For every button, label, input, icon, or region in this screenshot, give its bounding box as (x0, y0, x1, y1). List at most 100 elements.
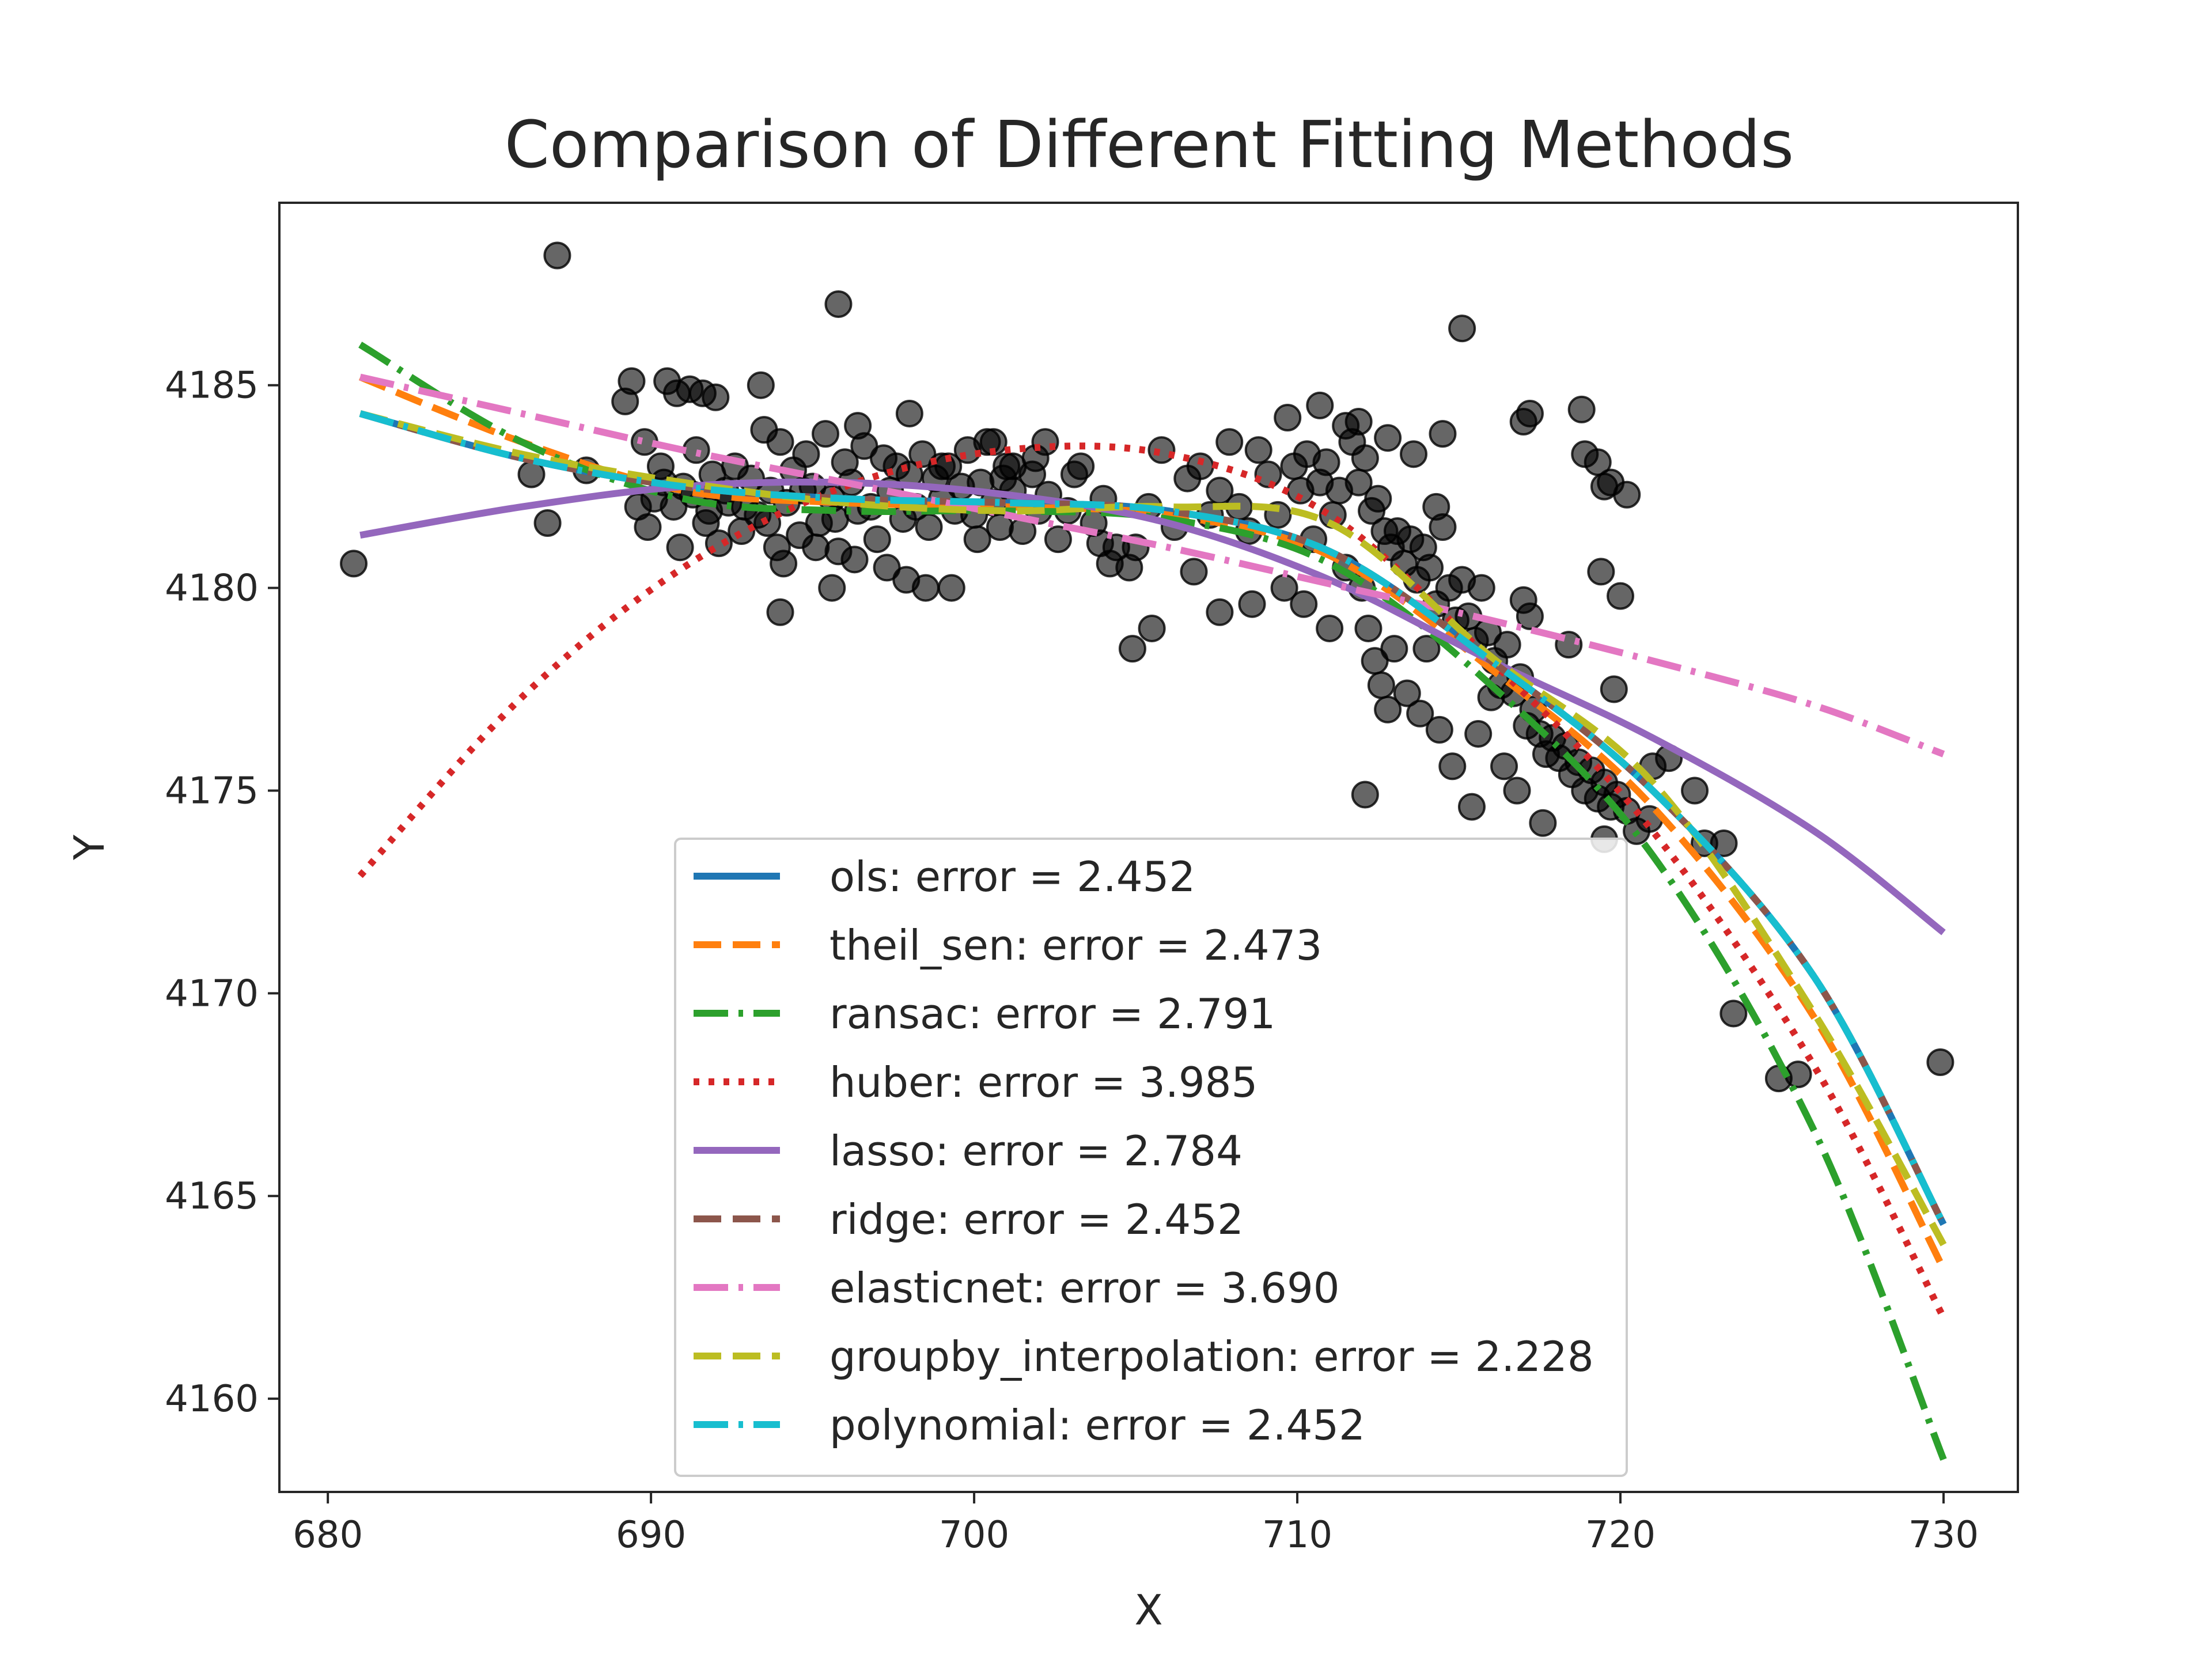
scatter-point (1587, 558, 1615, 586)
scatter-point (1516, 399, 1544, 427)
legend-label: theil_sen: error = 2.473 (830, 921, 1322, 969)
scatter-point (1364, 484, 1392, 513)
scatter-point (1186, 452, 1214, 480)
scatter-point (1412, 635, 1441, 663)
x-tick-label: 690 (616, 1514, 686, 1556)
scatter-point (634, 513, 662, 541)
scatter-point (818, 574, 846, 602)
scatter-point (1607, 582, 1635, 610)
legend: ols: error = 2.452 theil_sen: error = 2.4… (674, 838, 1628, 1477)
scatter-point (1147, 436, 1176, 464)
scatter-point (1306, 391, 1334, 419)
scatter-point (1600, 675, 1628, 703)
scatter-point (1060, 460, 1088, 488)
scatter-point (1429, 420, 1457, 448)
scatter-point (1206, 598, 1234, 626)
scatter-point (1399, 440, 1427, 468)
scatter-point (1138, 614, 1166, 642)
scatter-point (1118, 635, 1146, 663)
scatter-point (1374, 695, 1402, 724)
scatter-point (1044, 525, 1072, 554)
scatter-point (1380, 635, 1408, 663)
scatter-point (1422, 493, 1450, 521)
legend-label: lasso: error = 2.784 (830, 1127, 1243, 1175)
plot-area (340, 241, 1955, 1461)
scatter-point (1180, 558, 1208, 586)
scatter-point (1290, 590, 1318, 618)
fit-line (359, 410, 1947, 1247)
scatter-point (1351, 444, 1379, 472)
scatter-point (911, 574, 940, 602)
scatter-point (1681, 777, 1709, 805)
scatter-point (840, 546, 869, 574)
scatter-point (1354, 614, 1382, 642)
x-tick-label: 680 (293, 1514, 363, 1556)
scatter-point (682, 436, 710, 464)
scatter-point (646, 452, 675, 480)
legend-box (674, 838, 1628, 1477)
scatter-point (747, 371, 775, 399)
fit-line (359, 410, 1947, 1226)
scatter-point (1438, 752, 1467, 781)
x-tick-label: 710 (1262, 1514, 1332, 1556)
scatter-point (1597, 468, 1625, 497)
scatter-point (863, 525, 891, 554)
fit-line (359, 373, 1945, 757)
scatter-point (1567, 395, 1596, 423)
x-tick-label: 720 (1585, 1514, 1656, 1556)
scatter-point (963, 525, 991, 554)
fit-line (359, 478, 1946, 935)
y-tick-label: 4180 (165, 567, 259, 610)
scatter-point (1254, 460, 1282, 488)
scatter-point (1493, 631, 1521, 659)
scatter-point (1457, 793, 1486, 821)
x-axis: 680 690 700 710 720 730 (293, 1492, 1979, 1556)
legend-label: ridge: error = 2.452 (830, 1195, 1244, 1244)
scatter-point (533, 509, 562, 537)
scatter-point (1710, 829, 1738, 857)
legend-label: ols: error = 2.452 (830, 853, 1195, 901)
y-tick-label: 4160 (165, 1378, 259, 1421)
legend-label: groupby_interpolation: error = 2.228 (830, 1332, 1594, 1381)
scatter-point (873, 554, 901, 582)
scatter-point (1312, 448, 1340, 476)
scatter-point (1719, 999, 1748, 1028)
scatter-point (1448, 315, 1476, 343)
scatter-point (937, 574, 965, 602)
scatter-point (1344, 408, 1373, 436)
scatter-point (766, 428, 794, 456)
scatter-point (1316, 614, 1344, 642)
y-tick-label: 4165 (165, 1175, 259, 1218)
scatter-point (792, 440, 820, 468)
chart-title: Comparison of Different Fitting Methods (505, 108, 1794, 183)
scatter-point (1425, 715, 1453, 744)
x-tick-label: 700 (939, 1514, 1009, 1556)
scatter-point (618, 367, 646, 395)
scatter-point (1529, 809, 1557, 837)
scatter-point (1374, 424, 1402, 452)
x-axis-label: X (1134, 1586, 1162, 1634)
scatter-point (1516, 602, 1544, 630)
scatter-point (844, 412, 872, 440)
y-tick-label: 4170 (165, 972, 259, 1015)
legend-label: huber: error = 3.985 (830, 1058, 1257, 1107)
y-tick-label: 4185 (165, 365, 259, 407)
scatter-point (340, 550, 368, 578)
y-tick-label: 4175 (165, 770, 259, 812)
y-axis-label: Y (65, 834, 113, 861)
legend-label: elasticnet: error = 3.690 (830, 1264, 1340, 1312)
scatter-point (702, 383, 730, 411)
fit-line (357, 442, 1947, 1320)
scatter-point (1244, 436, 1272, 464)
scatter-point (1351, 781, 1379, 809)
scatter-point (895, 399, 923, 427)
scatter-point (1393, 679, 1421, 707)
scatter-point (766, 598, 794, 626)
scatter-point (1490, 752, 1518, 781)
scatter-point (1367, 671, 1395, 699)
x-tick-label: 730 (1908, 1514, 1979, 1556)
scatter-point (1270, 574, 1298, 602)
scatter-point (666, 533, 694, 562)
legend-label: polynomial: error = 2.452 (830, 1401, 1365, 1449)
